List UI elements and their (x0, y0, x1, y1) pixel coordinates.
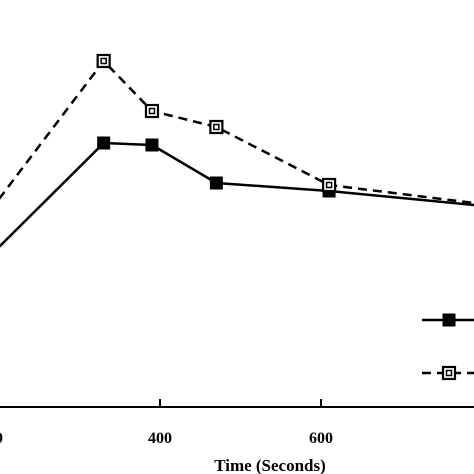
series-1-marker (97, 136, 111, 150)
series-1-marker (209, 176, 223, 190)
x-tick-label: 400 (148, 430, 172, 447)
series-layer (0, 53, 474, 248)
series-2-marker-inner (100, 57, 107, 65)
x-tick-label: 600 (309, 430, 333, 447)
series-2-marker-inner (213, 123, 220, 131)
legend (422, 313, 474, 381)
series-2 (0, 53, 474, 205)
series-2-marker (209, 119, 224, 135)
series-1 (0, 136, 474, 248)
x-tick-label: 0 (0, 430, 3, 447)
axis-layer: 0 400 600 (0, 399, 474, 447)
legend-marker-2 (441, 365, 457, 381)
legend-marker-1 (442, 313, 456, 327)
x-axis-title: Time (Seconds) (214, 456, 326, 474)
series-2-marker (321, 177, 337, 193)
series-2-marker-inner (325, 181, 333, 189)
series-2-marker (144, 103, 160, 119)
legend-marker-inner-2 (445, 369, 453, 377)
series-1-marker (145, 138, 159, 152)
series-1-line (0, 141, 474, 248)
series-2-line (0, 59, 474, 205)
series-2-marker-inner (148, 107, 156, 115)
series-2-marker (96, 53, 111, 69)
